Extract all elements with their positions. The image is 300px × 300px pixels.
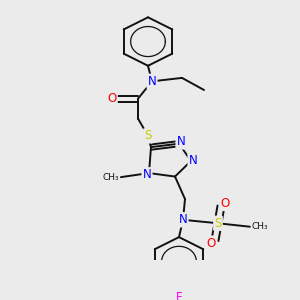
Text: N: N xyxy=(189,154,197,167)
Text: N: N xyxy=(177,135,185,148)
Text: O: O xyxy=(107,92,117,105)
Text: N: N xyxy=(178,213,188,226)
Text: S: S xyxy=(144,129,152,142)
Text: CH₃: CH₃ xyxy=(252,222,268,231)
Text: CH₃: CH₃ xyxy=(103,173,119,182)
Text: O: O xyxy=(220,197,230,210)
Text: S: S xyxy=(214,217,222,230)
Text: N: N xyxy=(142,168,152,181)
Text: F: F xyxy=(176,291,182,300)
Text: O: O xyxy=(206,237,216,250)
Text: N: N xyxy=(148,75,156,88)
